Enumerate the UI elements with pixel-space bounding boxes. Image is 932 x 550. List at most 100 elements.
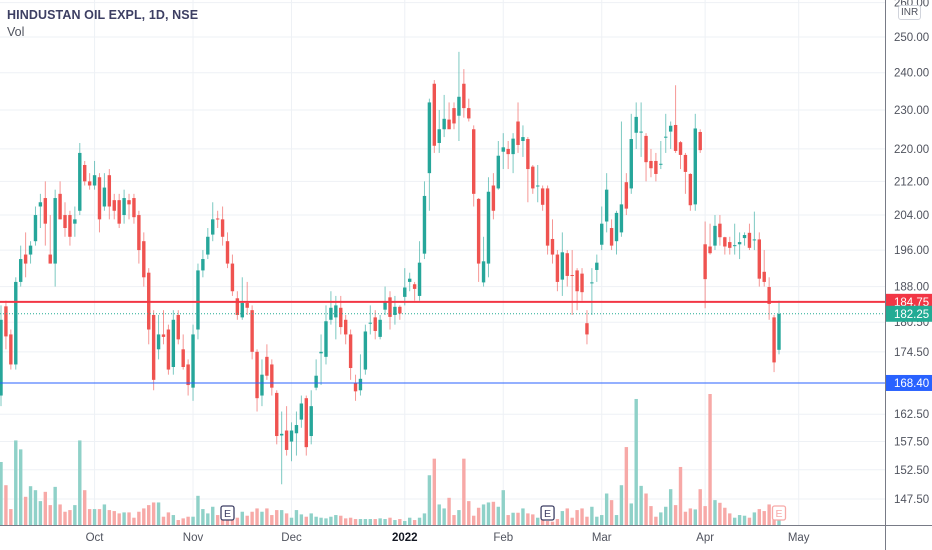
candle-body	[708, 246, 712, 254]
candle	[708, 223, 712, 255]
candle-body	[275, 392, 279, 437]
candle	[609, 219, 614, 251]
volume-bar	[496, 506, 501, 525]
volume-bar	[545, 521, 550, 525]
volume-bar	[585, 516, 589, 525]
candle-body	[18, 259, 23, 282]
candle-body	[339, 307, 343, 328]
candle-body	[693, 128, 697, 205]
candle-body	[654, 160, 658, 174]
price-axis[interactable]: 260.00 250.00 240.00 230.00 220.00 212.00 204.…	[885, 0, 932, 550]
candle-body	[540, 188, 545, 205]
volume-bar	[186, 516, 190, 525]
candle	[590, 268, 594, 315]
volume-bar	[600, 515, 604, 525]
price-tick-label: 196.00	[894, 245, 929, 257]
candle	[294, 411, 299, 456]
candle-body	[255, 351, 259, 399]
candle	[422, 181, 427, 260]
candle-body	[368, 322, 372, 324]
candle	[496, 141, 501, 190]
candle	[777, 300, 781, 355]
candle	[432, 80, 437, 153]
volume-bar	[742, 515, 747, 525]
volume-bar	[373, 519, 377, 525]
volume-bar	[117, 513, 121, 525]
candle-body	[270, 364, 274, 388]
volume-indicator-label[interactable]: Vol	[7, 25, 25, 39]
volume-bar	[206, 513, 210, 525]
volume-bar	[215, 515, 220, 525]
volume-bar	[447, 497, 451, 525]
volume-bar	[68, 510, 72, 525]
candle-body	[752, 239, 757, 241]
candle	[664, 113, 668, 153]
candle	[122, 189, 126, 224]
candle-body	[619, 204, 624, 233]
candle	[225, 232, 230, 269]
candle	[600, 206, 604, 251]
symbol-title[interactable]: HINDUSTAN OIL EXPL, 1D, NSE	[7, 8, 199, 22]
candle	[304, 395, 308, 456]
candle	[437, 110, 441, 153]
candle	[595, 254, 599, 282]
candle	[718, 215, 722, 246]
earnings-marker[interactable]: E	[220, 505, 235, 521]
candle	[68, 210, 72, 246]
volume-bar	[319, 517, 323, 525]
volume-bar	[348, 517, 353, 525]
candle-body	[521, 137, 525, 142]
price-label-text: 182.25	[894, 309, 929, 321]
candle	[624, 173, 629, 216]
candle-body	[92, 175, 97, 186]
volume-bar	[442, 508, 446, 525]
volume-bar	[580, 508, 584, 525]
candle	[127, 193, 131, 220]
candle	[14, 277, 18, 370]
volume-bar	[201, 509, 205, 525]
earnings-marker-label: E	[224, 508, 231, 520]
volume-bar	[718, 502, 722, 525]
horizontal-lines[interactable]	[0, 300, 885, 384]
currency-badge[interactable]: INR	[898, 5, 922, 20]
price-tick-label: 220.00	[894, 144, 929, 156]
candle	[255, 349, 259, 412]
volume-bar	[703, 506, 707, 525]
candle-body	[516, 121, 520, 145]
earnings-marker[interactable]: E	[771, 505, 787, 521]
volume-bar	[693, 509, 697, 525]
candle-body	[117, 200, 121, 224]
candle	[737, 232, 742, 260]
candle	[713, 215, 717, 251]
volume-bar	[43, 491, 48, 525]
candle-body	[634, 116, 638, 133]
candle	[240, 277, 244, 320]
candle	[412, 281, 417, 301]
volume-bar	[506, 515, 510, 525]
candle-body	[171, 319, 176, 367]
candle	[43, 181, 48, 246]
candle-body	[491, 185, 496, 211]
candle-body	[383, 302, 387, 310]
candle-body	[467, 108, 471, 119]
time-tick-label: Mar	[592, 532, 612, 544]
candle-body	[206, 236, 210, 255]
candle-body	[476, 198, 481, 264]
candle-body	[412, 284, 417, 289]
volume-bar	[476, 507, 481, 525]
candle	[442, 94, 446, 138]
candle-body	[33, 215, 38, 242]
earnings-marker[interactable]: E	[540, 505, 555, 521]
volume-bar	[48, 505, 52, 525]
volume-bar	[107, 510, 112, 525]
candle	[201, 250, 205, 278]
volume-bar	[250, 511, 254, 525]
candle-body	[447, 119, 451, 130]
volume-bar	[777, 519, 781, 525]
candle-body	[511, 138, 515, 155]
time-axis[interactable]: Oct Nov Dec 2022 Feb Mar Apr May	[0, 525, 932, 545]
candle	[220, 206, 225, 246]
candle-body	[63, 215, 67, 229]
